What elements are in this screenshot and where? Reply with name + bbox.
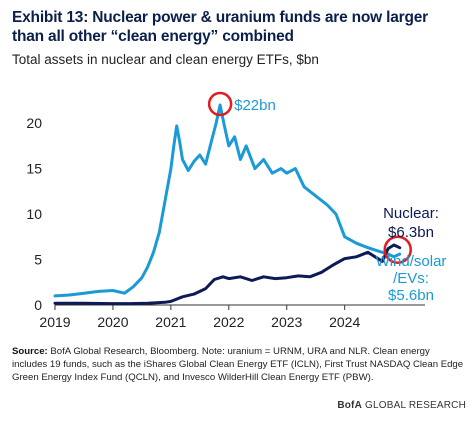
chart-title: Exhibit 13: Nuclear power & uranium fund… [12, 9, 429, 45]
series-line-nuclear [53, 243, 402, 306]
y-tick-label: 10 [26, 206, 42, 222]
nuclear-annotation-label: Nuclear: [383, 205, 439, 222]
line-chart: 0 5 10 15 20 2019 2020 2021 2022 2023 2024 $22bn Nuc… [26, 91, 447, 330]
source-text: BofA Global Research, Bloomberg. Note: u… [12, 346, 464, 383]
peak-annotation-label: $22bn [234, 97, 276, 114]
y-tick-label: 15 [26, 161, 42, 177]
x-tick-label: 2021 [155, 314, 186, 330]
y-tick-label: 0 [34, 297, 42, 313]
peak-highlight-circle [207, 91, 233, 117]
chart-subtitle: Total assets in nuclear and clean energy… [12, 52, 319, 67]
brand-bold: BofA [337, 400, 363, 411]
source-note: Source: BofA Global Research, Bloomberg.… [12, 345, 464, 384]
x-tick-label: 2020 [97, 314, 128, 330]
y-tick-label: 5 [34, 252, 42, 268]
x-tick-label: 2019 [39, 314, 70, 330]
source-label: Source: [12, 346, 48, 357]
brand-rest: GLOBAL RESEARCH [362, 400, 466, 411]
end-highlight-circle [383, 235, 412, 264]
y-tick-label: 20 [26, 115, 42, 131]
x-tick-label: 2022 [213, 314, 244, 330]
x-tick-label: 2023 [271, 314, 302, 330]
clean-energy-annotation-label: $5.6bn [388, 287, 434, 304]
x-tick-label: 2024 [329, 314, 360, 330]
nuclear-annotation-label: $6.3bn [388, 224, 434, 241]
brand-footer: BofA GLOBAL RESEARCH [337, 400, 466, 411]
series-line-clean-energy [53, 103, 402, 298]
clean-energy-annotation-label: /EVs: [393, 270, 429, 287]
clean-energy-annotation-label: Wind/solar [376, 253, 447, 270]
